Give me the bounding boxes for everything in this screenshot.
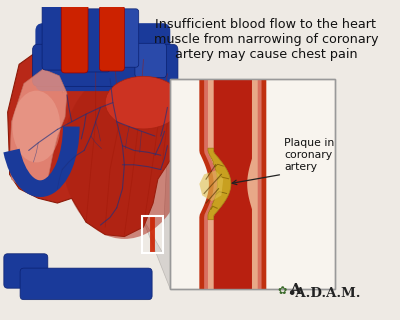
FancyBboxPatch shape (4, 254, 48, 288)
Polygon shape (8, 47, 184, 236)
Text: Insufficient blood flow to the heart
muscle from narrowing of coronary
artery ma: Insufficient blood flow to the heart mus… (154, 18, 378, 60)
FancyBboxPatch shape (83, 9, 110, 72)
Polygon shape (214, 79, 252, 289)
Text: Plaque in
coronary
artery: Plaque in coronary artery (284, 138, 334, 172)
Text: •A.D.A.M.: •A.D.A.M. (287, 287, 360, 300)
FancyBboxPatch shape (135, 43, 166, 78)
FancyBboxPatch shape (100, 6, 124, 71)
Polygon shape (208, 79, 258, 289)
Bar (170, 79, 335, 289)
Bar (170, 79, 335, 289)
Polygon shape (204, 79, 262, 289)
Text: ✿: ✿ (278, 286, 287, 296)
Ellipse shape (105, 76, 182, 129)
FancyBboxPatch shape (35, 23, 170, 91)
FancyBboxPatch shape (61, 3, 88, 73)
Bar (142, 216, 163, 253)
Ellipse shape (62, 71, 186, 239)
Polygon shape (199, 79, 266, 289)
FancyBboxPatch shape (42, 3, 76, 70)
Polygon shape (199, 171, 223, 201)
Polygon shape (208, 148, 231, 220)
Text: A: A (289, 283, 301, 297)
FancyBboxPatch shape (114, 9, 139, 67)
Polygon shape (10, 69, 67, 194)
Polygon shape (142, 79, 170, 289)
Ellipse shape (12, 91, 60, 162)
FancyBboxPatch shape (20, 268, 152, 300)
FancyBboxPatch shape (32, 44, 178, 86)
